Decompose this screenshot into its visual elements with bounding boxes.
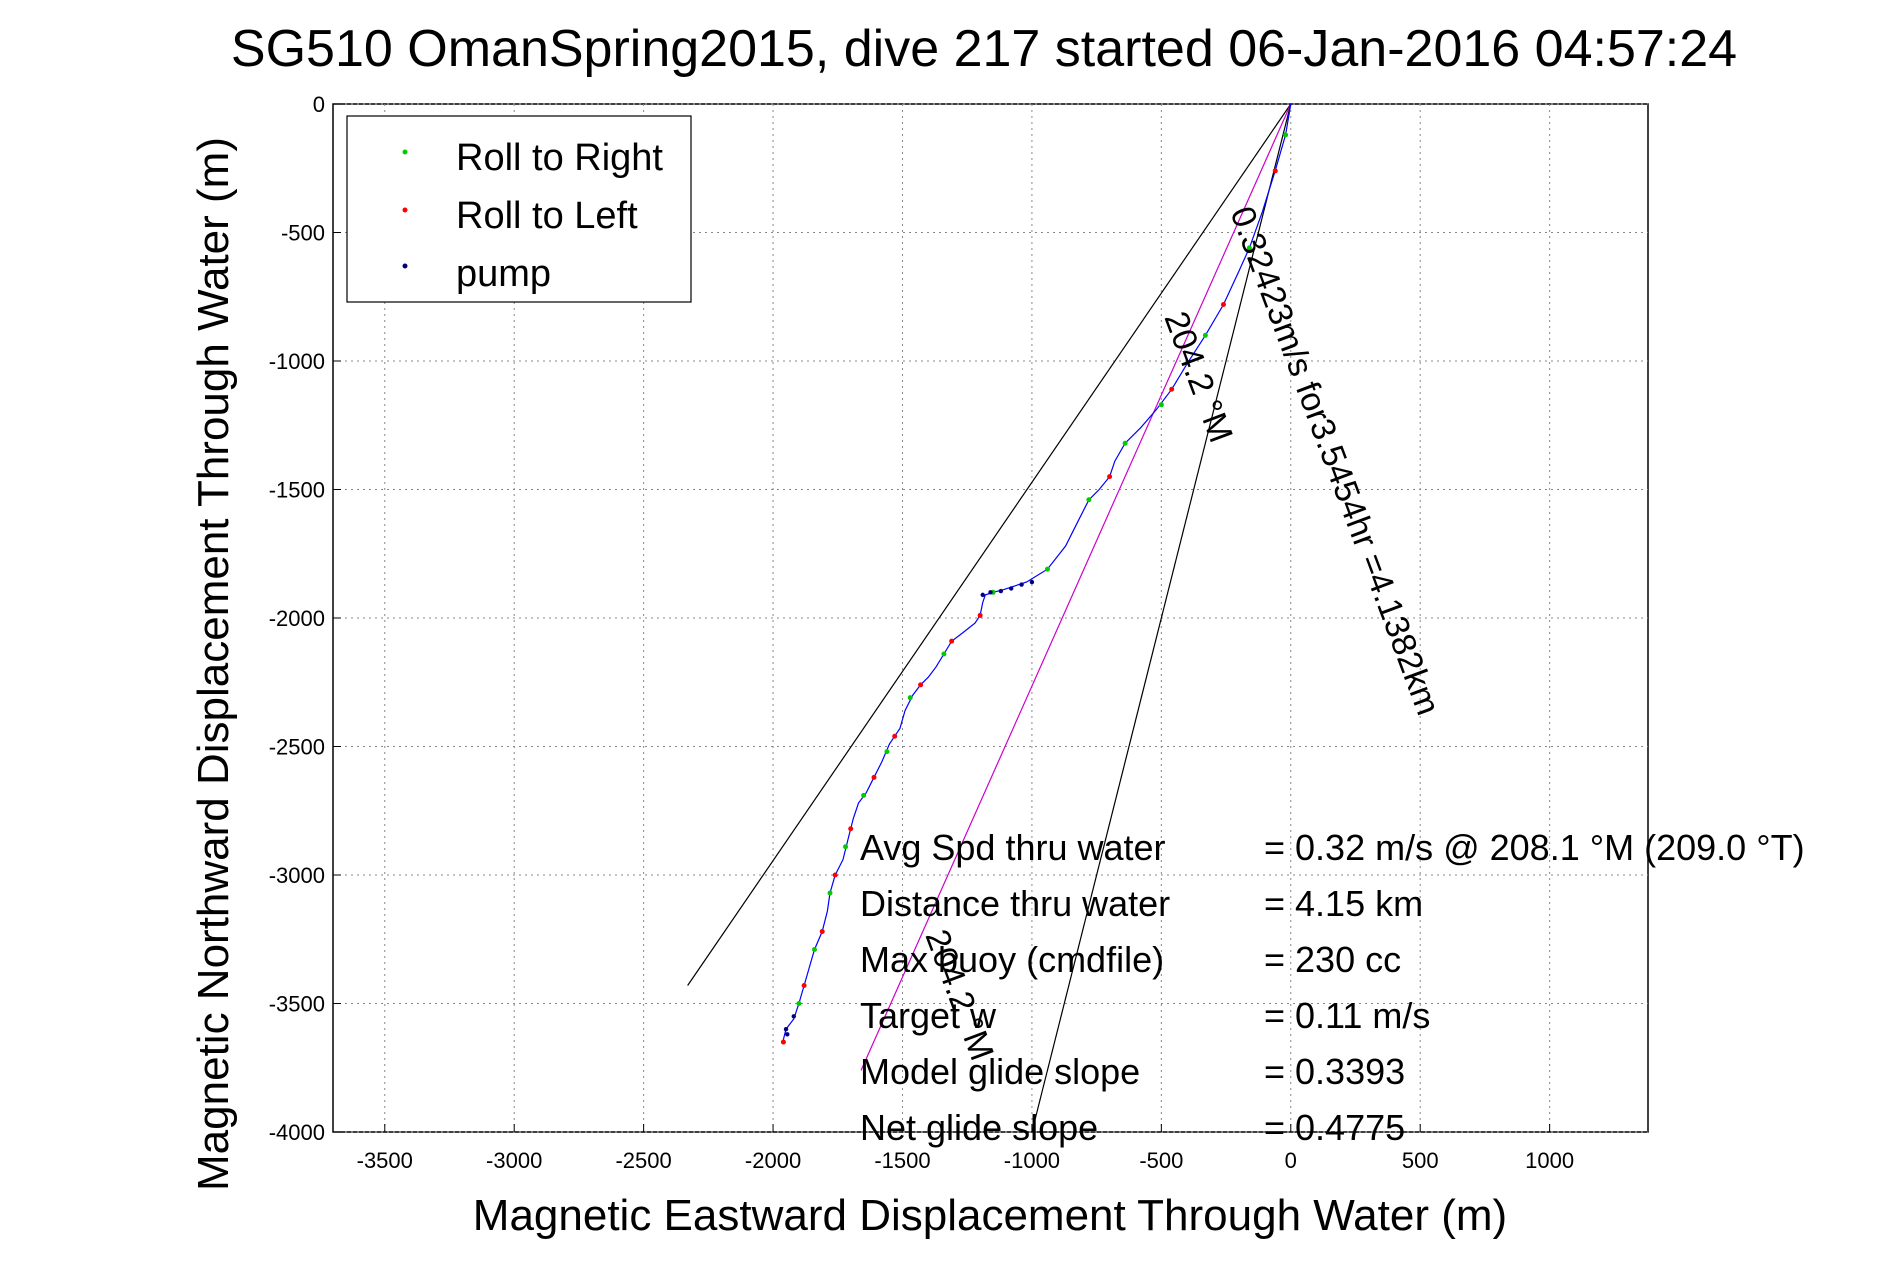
x-tick-label: -1000 <box>1004 1148 1060 1173</box>
heading-lines <box>687 103 1292 1133</box>
stat-value-max-buoy: = 230 cc <box>1264 939 1401 980</box>
roll-left-point <box>1169 386 1175 392</box>
y-tick-label: -1500 <box>269 478 325 503</box>
pump-point <box>1009 586 1014 591</box>
legend-marker-roll-right <box>402 149 408 155</box>
x-tick-label: -1500 <box>874 1148 930 1173</box>
legend-marker-pump <box>402 263 408 269</box>
roll-right-point <box>861 792 867 798</box>
dive-stats: Avg Spd thru water = 0.32 m/s @ 208.1 °M… <box>860 827 1805 1148</box>
heading-line <box>860 103 1292 1071</box>
legend: Roll to Right Roll to Left pump <box>346 115 692 303</box>
pump-point <box>1029 579 1035 585</box>
roll-left-point <box>918 682 924 688</box>
y-tick-label: -3500 <box>269 992 325 1017</box>
stat-label-distance: Distance thru water <box>860 883 1170 924</box>
stat-label-max-buoy: Max buoy (cmdfile) <box>860 939 1164 980</box>
roll-right-point <box>827 890 833 896</box>
y-axis-ticks: 0 -500 -1000 -1500 -2000 -2500 -3000 -3500 -4000 <box>269 92 341 1145</box>
pump-point <box>783 1027 789 1032</box>
roll-left-point <box>801 983 807 989</box>
stat-label-net-glide: Net glide slope <box>860 1107 1098 1148</box>
stat-value-target-w: = 0.11 m/s <box>1264 995 1430 1036</box>
x-tick-label: 500 <box>1402 1148 1439 1173</box>
roll-left-point <box>780 1039 786 1045</box>
y-tick-label: -3000 <box>269 863 325 888</box>
x-tick-label: -2500 <box>615 1148 671 1173</box>
roll-right-point <box>1086 497 1092 503</box>
stat-label-avg-speed: Avg Spd thru water <box>860 827 1166 868</box>
x-axis-ticks: -3500 -3000 -2500 -2000 -1500 -1000 -500 0 500 10… <box>357 1124 1574 1173</box>
legend-label-roll-left: Roll to Left <box>456 195 638 237</box>
roll-right-point <box>1246 245 1252 251</box>
y-tick-label: -500 <box>281 221 325 246</box>
stat-label-target-w: Target w <box>860 995 997 1036</box>
roll-left-point <box>819 929 825 935</box>
x-tick-label: 1000 <box>1525 1148 1574 1173</box>
pump-point <box>1019 582 1024 587</box>
roll-left-point <box>832 872 838 878</box>
stat-value-net-glide: = 0.4775 <box>1264 1107 1405 1148</box>
heading-line <box>1031 103 1292 1133</box>
roll-left-point <box>1272 168 1278 174</box>
roll-right-point <box>941 651 947 657</box>
roll-right-point <box>884 749 890 755</box>
y-tick-label: -4000 <box>269 1120 325 1145</box>
roll-right-point <box>1044 566 1050 572</box>
roll-right-point <box>1122 440 1128 446</box>
roll-left-point <box>1107 474 1113 480</box>
y-tick-label: -1000 <box>269 349 325 374</box>
heading-line <box>687 103 1292 986</box>
roll-left-point <box>1220 301 1226 307</box>
stat-value-avg-speed: = 0.32 m/s @ 208.1 °M (209.0 °T) <box>1264 827 1805 868</box>
roll-right-point <box>843 844 849 850</box>
x-tick-label: -3000 <box>486 1148 542 1173</box>
x-tick-label: -2000 <box>745 1148 801 1173</box>
legend-marker-roll-left <box>402 207 408 213</box>
roll-left-point <box>977 612 983 618</box>
x-axis-label: Magnetic Eastward Displacement Through W… <box>473 1191 1507 1240</box>
roll-left-point <box>871 774 877 780</box>
roll-left-point <box>848 826 854 832</box>
pump-point <box>988 590 993 595</box>
roll-right-point <box>1158 402 1164 408</box>
dive-points <box>780 132 1289 1045</box>
roll-right-point <box>811 947 817 953</box>
stat-value-distance: = 4.15 km <box>1264 883 1423 924</box>
pump-point <box>980 592 985 598</box>
legend-label-roll-right: Roll to Right <box>456 137 663 179</box>
stat-label-model-glide: Model glide slope <box>860 1051 1140 1092</box>
roll-right-point <box>796 1001 802 1006</box>
legend-label-pump: pump <box>456 253 551 295</box>
roll-right-point <box>1283 132 1289 138</box>
pump-point <box>791 1014 796 1019</box>
stat-value-model-glide: = 0.3393 <box>1264 1051 1405 1092</box>
y-tick-label: -2000 <box>269 606 325 631</box>
pump-point <box>998 588 1004 594</box>
roll-left-point <box>892 733 898 739</box>
chart-title: SG510 OmanSpring2015, dive 217 started 0… <box>231 20 1737 78</box>
y-tick-label: 0 <box>313 92 325 117</box>
y-tick-label: -2500 <box>269 735 325 760</box>
roll-right-point <box>1202 332 1208 338</box>
pump-point <box>785 1032 790 1037</box>
y-axis-label: Magnetic Northward Displacement Through … <box>189 137 238 1191</box>
roll-right-point <box>907 695 913 701</box>
x-tick-label: -3500 <box>357 1148 413 1173</box>
x-tick-label: -500 <box>1139 1148 1183 1173</box>
roll-left-point <box>949 638 955 644</box>
x-tick-label: 0 <box>1285 1148 1297 1173</box>
